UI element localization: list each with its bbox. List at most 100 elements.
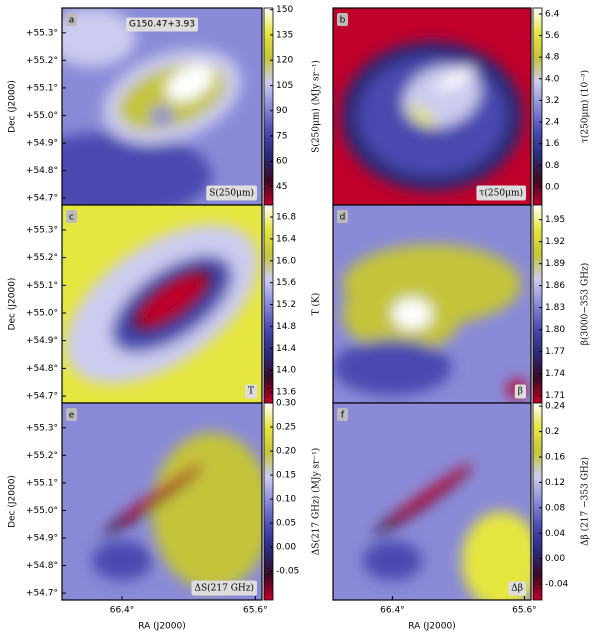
colorbar-tick-label: 1.6 [545,139,560,149]
colorbar-tick-label: 16.4 [276,234,296,244]
colorbar-tick-label: 16.8 [276,213,296,223]
colorbar-tick-label: 1.77 [545,347,565,357]
map-structure [92,432,262,591]
map-feature [333,339,452,396]
y-tick-label: +54.7° [26,589,58,599]
colorbar-tick-label: 13.6 [276,388,296,398]
colorbar-tick-label: 3.2 [545,96,559,106]
colorbar-tick-label: 1.74 [545,369,565,379]
caption-box [244,384,257,399]
panel-label-box [337,408,348,421]
colorbar-tick-label: 5.6 [545,31,560,41]
colorbar-tick-label: 1.89 [545,259,565,269]
colorbar-tick-label: 45 [276,182,287,192]
colorbar-tick-label: 0.15 [276,471,296,481]
panel-label: f [341,411,345,421]
y-tick-label: +55.2° [26,56,58,66]
colorbar-tick-label: 1.95 [545,215,565,225]
colorbar-tick-label: 75 [276,131,287,141]
panel: b τ(250μm) 0.0 0.8 1.6 2.4 3.2 4.0 4.8 5.6 6.4 τ(25… [332,7,591,206]
colorbar-label: S(250μm) (MJy sr⁻¹) [311,60,322,153]
x-axis-label: RA (J2000) [138,622,186,632]
colorbar-tick-label: -0.05 [276,567,299,577]
x-tick-label: 66.4° [110,606,135,616]
y-tick-label: +54.8° [26,166,58,176]
x-axis-label: RA (J2000) [408,622,456,632]
colorbar-tick-label: 0.8 [545,161,560,171]
map-image [62,403,262,600]
colorbar-tick-label: 135 [276,30,293,40]
colorbar-tick-label: 14.4 [276,344,296,354]
colorbar-tick-label: 150 [276,5,293,15]
colorbar [532,402,543,601]
panel-label: b [340,16,346,26]
colorbar-tick-label: 6.4 [545,9,560,19]
colorbar-tick-label: 2.4 [545,118,560,128]
y-tick-label: +54.7° [26,194,58,204]
map-feature [409,105,435,128]
map-image [333,403,531,600]
map-feature [138,274,206,326]
map-structure [340,41,524,192]
colorbar-tick-label: 15.6 [276,278,296,288]
colorbar-tick-label: 1.86 [545,281,565,291]
colorbar [263,402,274,601]
colorbar-tick-label: 0.30 [276,399,296,409]
colorbar-tick-label: 120 [276,56,293,66]
map-structure [333,244,528,400]
map-image [62,205,262,403]
colorbar-tick-label: 14.8 [276,322,296,332]
map-structure [62,8,242,205]
colorbar-tick-label: 4.8 [545,53,560,63]
y-tick-label: +54.8° [26,364,58,374]
colorbar [263,204,274,404]
panel-label-box [66,408,77,421]
colorbar-tick-label: 0.20 [276,447,296,457]
y-tick-label: +55.3° [26,225,58,235]
map-feature [62,132,212,205]
y-tick-label: +55.1° [26,281,58,291]
panel-label: a [69,16,75,26]
caption-box [508,581,526,596]
colorbar-tick-label: 105 [276,81,293,91]
y-tick-label: +55.0° [26,506,58,516]
colorbar-label: τ(250μm) (10⁻³) [580,70,591,143]
panel: f Δβ 66.4° 65.6° RA (J2000) -0.04 0.00 0.04 0.08… [332,402,591,632]
map-frame [61,402,263,601]
colorbar [532,7,543,206]
x-tick-label: 65.6° [512,606,537,616]
colorbar-tick-label: 14.0 [276,366,296,376]
panel: d β 1.71 1.74 1.77 1.80 1.83 1.86 1.89 1.92 1.95 β(… [332,204,591,404]
y-tick-label: +55.3° [26,423,58,433]
colorbar-tick-label: 60 [276,157,288,167]
colorbar-tick-label: 0.05 [276,519,296,529]
panel-caption: Δβ [511,584,523,594]
colorbar-label: Δβ (217 −353 GHz) [580,457,591,546]
colorbar-tick-label: 90 [276,106,288,116]
panel-label: d [340,213,346,223]
panel-caption: T [248,387,254,397]
y-tick-label: +54.9° [26,336,58,346]
map-image [62,8,262,205]
colorbar-tick-label: 0.04 [545,529,565,539]
colorbar-tick-label: 0.10 [276,495,296,505]
caption-box [206,185,257,201]
y-axis-label: Dec (J2000) [8,278,18,331]
panel-caption: β [518,387,523,397]
colorbar-tick-label: 0.16 [545,453,565,463]
y-tick-label: +54.9° [26,139,58,149]
map-image [333,8,531,205]
colorbar-tick-label: -0.04 [545,580,569,590]
map-feature [120,462,204,521]
panel-label-box [337,13,348,26]
colorbar-tick-label: 0.0 [545,182,560,192]
colorbar-tick-label: 0.25 [276,423,296,433]
y-tick-label: +55.0° [26,309,58,319]
y-axis-label: Dec (J2000) [8,475,18,528]
map-feature [62,8,136,68]
colorbar-tick-label: 15.2 [276,300,296,310]
map-feature [461,511,531,600]
panel-label-box [337,210,348,223]
panel: a S(250μm) G150.47+3.93 +54.7° +54.8° +54.9° +… [8,5,322,206]
